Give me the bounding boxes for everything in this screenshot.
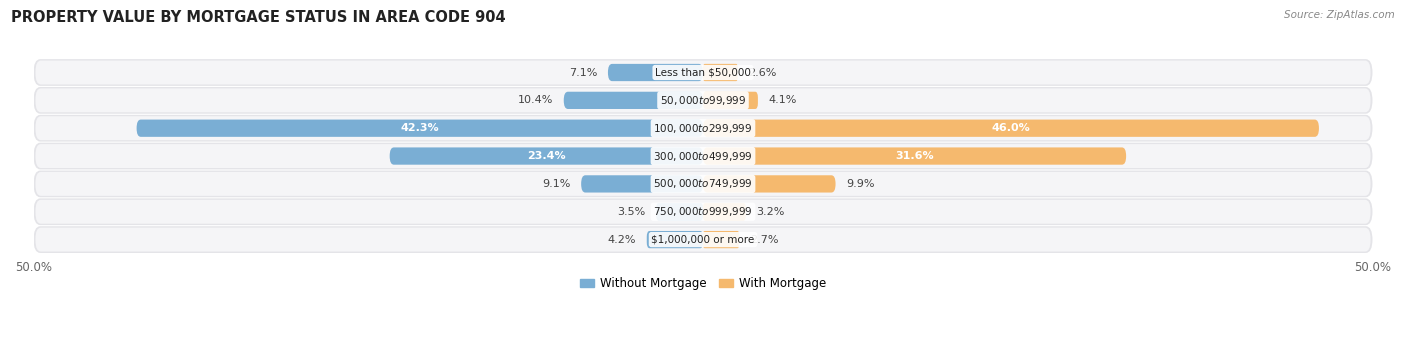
Text: 42.3%: 42.3%	[401, 123, 439, 133]
Text: 2.7%: 2.7%	[749, 235, 779, 244]
FancyBboxPatch shape	[34, 226, 1372, 253]
Text: 3.5%: 3.5%	[617, 207, 645, 217]
Text: $500,000 to $749,999: $500,000 to $749,999	[654, 177, 752, 190]
Text: 4.2%: 4.2%	[607, 235, 636, 244]
Text: $100,000 to $299,999: $100,000 to $299,999	[654, 122, 752, 135]
FancyBboxPatch shape	[35, 116, 1371, 140]
Text: $1,000,000 or more: $1,000,000 or more	[651, 235, 755, 244]
FancyBboxPatch shape	[564, 92, 703, 109]
FancyBboxPatch shape	[703, 203, 745, 220]
Text: 31.6%: 31.6%	[896, 151, 934, 161]
FancyBboxPatch shape	[703, 175, 835, 192]
FancyBboxPatch shape	[34, 171, 1372, 197]
FancyBboxPatch shape	[34, 143, 1372, 169]
Text: PROPERTY VALUE BY MORTGAGE STATUS IN AREA CODE 904: PROPERTY VALUE BY MORTGAGE STATUS IN ARE…	[11, 10, 506, 25]
Text: 2.6%: 2.6%	[748, 68, 778, 78]
Text: 23.4%: 23.4%	[527, 151, 565, 161]
FancyBboxPatch shape	[34, 59, 1372, 86]
FancyBboxPatch shape	[35, 172, 1371, 196]
Text: 7.1%: 7.1%	[569, 68, 598, 78]
Text: 46.0%: 46.0%	[991, 123, 1031, 133]
FancyBboxPatch shape	[34, 198, 1372, 225]
Text: 10.4%: 10.4%	[517, 95, 553, 105]
FancyBboxPatch shape	[35, 61, 1371, 84]
FancyBboxPatch shape	[607, 64, 703, 81]
FancyBboxPatch shape	[35, 227, 1371, 252]
FancyBboxPatch shape	[657, 203, 703, 220]
FancyBboxPatch shape	[703, 148, 1126, 165]
FancyBboxPatch shape	[35, 88, 1371, 112]
FancyBboxPatch shape	[703, 120, 1319, 137]
FancyBboxPatch shape	[703, 64, 738, 81]
FancyBboxPatch shape	[703, 231, 740, 248]
FancyBboxPatch shape	[703, 92, 758, 109]
FancyBboxPatch shape	[647, 231, 703, 248]
FancyBboxPatch shape	[136, 120, 703, 137]
Text: Source: ZipAtlas.com: Source: ZipAtlas.com	[1284, 10, 1395, 20]
FancyBboxPatch shape	[35, 144, 1371, 168]
FancyBboxPatch shape	[34, 87, 1372, 114]
Text: 3.2%: 3.2%	[756, 207, 785, 217]
Legend: Without Mortgage, With Mortgage: Without Mortgage, With Mortgage	[575, 272, 831, 294]
Text: 4.1%: 4.1%	[769, 95, 797, 105]
FancyBboxPatch shape	[35, 200, 1371, 224]
FancyBboxPatch shape	[581, 175, 703, 192]
Text: $750,000 to $999,999: $750,000 to $999,999	[654, 205, 752, 218]
Text: $50,000 to $99,999: $50,000 to $99,999	[659, 94, 747, 107]
Text: Less than $50,000: Less than $50,000	[655, 68, 751, 78]
FancyBboxPatch shape	[34, 115, 1372, 141]
FancyBboxPatch shape	[389, 148, 703, 165]
Text: 9.9%: 9.9%	[846, 179, 875, 189]
Text: $300,000 to $499,999: $300,000 to $499,999	[654, 150, 752, 163]
Text: 9.1%: 9.1%	[543, 179, 571, 189]
